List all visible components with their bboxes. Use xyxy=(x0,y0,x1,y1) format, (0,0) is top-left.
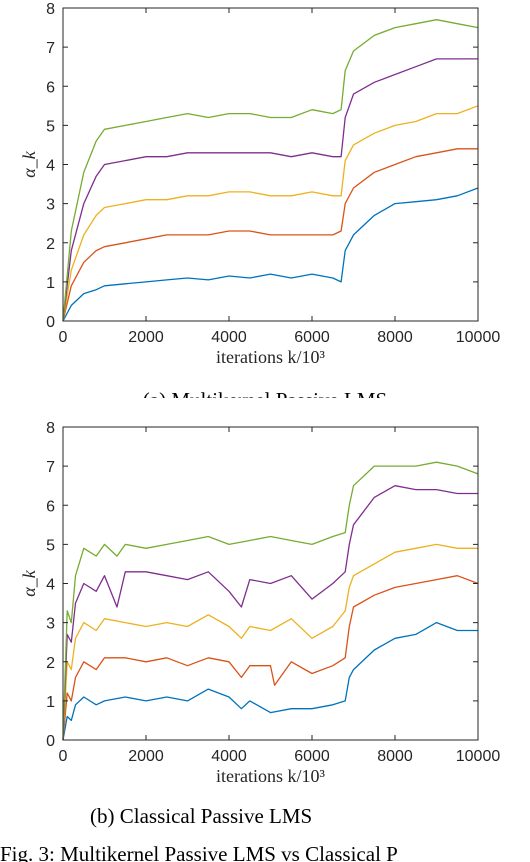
series-line-1 xyxy=(62,187,479,322)
series-line-3 xyxy=(62,543,478,741)
figure-caption: Fig. 3: Multikernel Passive LMS vs Class… xyxy=(0,842,398,862)
y-tick-label: 1 xyxy=(46,275,55,292)
x-tick-label: 2000 xyxy=(128,329,164,346)
x-tick-label: 10000 xyxy=(456,329,501,346)
x-tick-label: 0 xyxy=(59,748,68,765)
y-tick-label: 1 xyxy=(46,694,55,711)
y-tick-label: 0 xyxy=(46,314,55,331)
y-tick-label: 2 xyxy=(46,655,55,672)
x-tick-label: 6000 xyxy=(294,748,330,765)
series-line-3 xyxy=(62,105,479,322)
chart-b: 0 2000 4000 6000 8000 10000 0 1 2 3 4 5 6 7 8 iteration… xyxy=(19,420,500,786)
x-axis-label: iterations k/10³ xyxy=(216,766,325,786)
x-tick-label: 6000 xyxy=(294,329,330,346)
y-tick-label: 3 xyxy=(46,616,55,633)
series-line-5 xyxy=(62,461,479,741)
x-tick-label: 4000 xyxy=(211,748,247,765)
series-line-1 xyxy=(62,621,478,741)
x-axis-label: iterations k/10³ xyxy=(216,347,325,367)
y-tick-label: 2 xyxy=(46,236,55,253)
x-tick-label: 10000 xyxy=(456,748,501,765)
y-tick-label: 6 xyxy=(46,79,55,96)
x-tick-label: 2000 xyxy=(128,748,164,765)
y-tick-label: 4 xyxy=(46,158,55,175)
y-tick-label: 8 xyxy=(46,1,55,18)
y-tick-label: 3 xyxy=(46,197,55,214)
y-axis-label: α_k xyxy=(19,569,39,596)
x-tick-label: 0 xyxy=(59,329,68,346)
chart-a: 0 2000 4000 6000 8000 10000 0 1 2 3 4 5 6 7 8 iteration… xyxy=(19,1,500,367)
y-tick-label: 7 xyxy=(46,40,55,57)
y-tick-label: 7 xyxy=(46,459,55,476)
series-line-2 xyxy=(62,148,478,322)
x-tick-label: 8000 xyxy=(377,748,413,765)
y-tick-label: 4 xyxy=(46,577,55,594)
x-tick-label: 4000 xyxy=(211,329,247,346)
caption-a: (a) Multikernel Passive LMS xyxy=(0,380,530,398)
series-line-2 xyxy=(62,575,479,741)
y-tick-label: 5 xyxy=(46,537,55,554)
y-tick-label: 5 xyxy=(46,118,55,135)
y-tick-label: 8 xyxy=(46,420,55,437)
series-line-5 xyxy=(62,19,479,322)
y-tick-label: 6 xyxy=(46,498,55,515)
y-tick-label: 0 xyxy=(46,733,55,750)
y-axis-label: α_k xyxy=(19,150,39,177)
series-line-4 xyxy=(62,485,478,741)
caption-b: (b) Classical Passive LMS xyxy=(90,804,313,828)
x-tick-label: 8000 xyxy=(377,329,413,346)
series-line-4 xyxy=(62,58,478,322)
